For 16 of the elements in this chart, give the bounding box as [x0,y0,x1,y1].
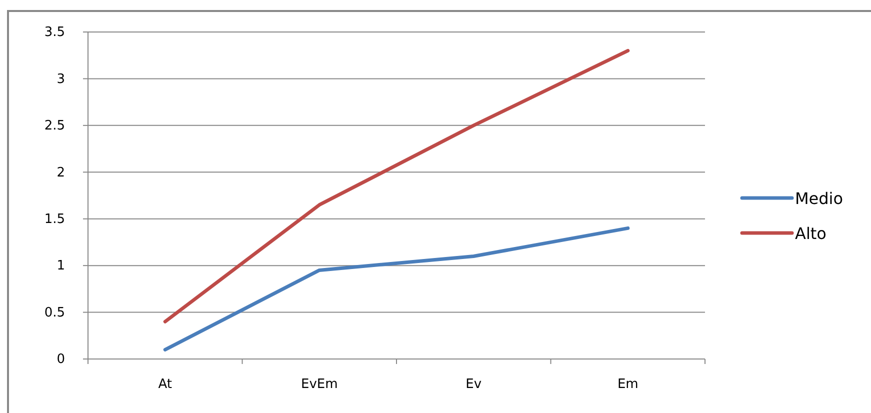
x-tick-label: Ev [466,377,482,392]
y-tick-label: 0 [56,352,65,368]
x-tick-label: EvEm [300,377,338,392]
y-tick-label: 3.5 [44,25,65,40]
line-series [163,226,630,352]
y-tick-label: 0.5 [44,305,65,320]
x-tick-label: At [158,377,172,392]
legend-label: Alto [795,224,826,243]
legend-label: Medio [795,189,844,208]
line-series [163,48,630,324]
y-tick-label: 2 [56,165,65,180]
x-tick-label: Em [617,377,638,392]
y-tick-label: 3 [56,72,65,87]
y-tick-label: 1.5 [44,212,65,228]
y-tick-label: 2.5 [44,118,65,134]
y-tick-label: 1 [56,258,65,274]
